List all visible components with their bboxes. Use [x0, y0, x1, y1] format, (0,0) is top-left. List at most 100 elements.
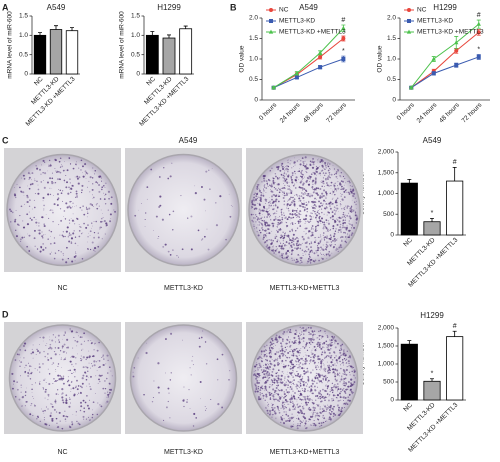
colony	[332, 190, 335, 193]
colony	[258, 218, 261, 221]
colony	[270, 202, 272, 204]
dish	[250, 324, 359, 432]
colony	[304, 193, 307, 195]
colony	[313, 330, 316, 332]
colony	[269, 210, 270, 211]
colony	[265, 245, 268, 248]
colony	[345, 392, 347, 394]
colony	[298, 255, 300, 257]
colony	[49, 193, 52, 196]
colony	[340, 229, 342, 231]
colony	[269, 170, 271, 172]
colony	[343, 364, 344, 366]
colony	[349, 388, 352, 391]
colony	[332, 236, 334, 238]
colony	[62, 350, 65, 353]
colony	[229, 370, 231, 372]
colony	[279, 336, 281, 338]
colony	[273, 364, 276, 367]
colony	[198, 337, 201, 339]
colony	[313, 190, 315, 191]
colony	[348, 193, 351, 195]
colony	[335, 199, 338, 202]
colony	[98, 190, 101, 193]
colony	[324, 356, 326, 358]
colony	[341, 236, 344, 238]
colony	[343, 208, 345, 210]
colony	[335, 206, 337, 208]
colony	[84, 371, 87, 374]
colony	[270, 204, 272, 206]
colony	[257, 397, 260, 401]
colony	[292, 202, 294, 204]
colony	[302, 381, 305, 384]
colony	[259, 394, 261, 396]
colony	[102, 184, 105, 187]
colony	[61, 388, 64, 391]
colony	[315, 337, 317, 339]
colony	[307, 375, 310, 378]
colony	[256, 390, 259, 393]
colony	[284, 181, 286, 183]
colony	[59, 171, 62, 174]
legend-label: METTL3-KD +METTL3	[279, 29, 346, 36]
colony	[192, 364, 194, 366]
colony	[275, 334, 278, 337]
colony	[66, 352, 67, 354]
colony	[14, 194, 17, 197]
colony	[330, 229, 332, 231]
colony	[53, 182, 55, 184]
colony	[87, 224, 89, 226]
colony	[65, 202, 68, 205]
colony	[253, 200, 255, 202]
colony	[75, 414, 77, 416]
colony	[91, 376, 92, 378]
colony	[349, 210, 351, 211]
colony	[263, 177, 265, 180]
colony	[257, 217, 260, 220]
colony	[285, 167, 288, 170]
colony	[320, 353, 323, 356]
colony	[260, 356, 262, 359]
colony	[322, 183, 323, 184]
point	[341, 25, 346, 30]
colony	[302, 420, 304, 422]
colony	[305, 253, 307, 255]
colony	[251, 201, 254, 204]
colony	[19, 186, 21, 189]
colony	[44, 409, 46, 412]
colony	[303, 230, 305, 232]
chart-title: H1299	[157, 3, 181, 12]
colony	[303, 347, 306, 349]
colony	[85, 206, 87, 208]
colony	[260, 220, 262, 221]
colony	[54, 182, 57, 184]
colony	[270, 189, 272, 191]
colony	[285, 187, 286, 189]
colony	[277, 178, 279, 180]
colony	[266, 371, 269, 373]
colony	[296, 208, 298, 210]
colony	[338, 355, 341, 359]
colony	[341, 193, 343, 196]
photo-label: METTL3-KD	[164, 285, 203, 292]
colony	[329, 391, 331, 393]
colony	[335, 365, 337, 367]
colony	[89, 176, 92, 179]
colony	[98, 341, 100, 344]
colony	[351, 199, 353, 201]
colony	[314, 348, 317, 351]
colony	[323, 351, 326, 354]
colony	[336, 185, 338, 187]
colony	[49, 242, 52, 245]
colony	[300, 399, 303, 401]
colony	[289, 350, 291, 353]
colony	[308, 258, 310, 260]
colony	[341, 389, 344, 391]
colony	[80, 357, 82, 360]
colony	[303, 250, 306, 253]
colony	[59, 157, 62, 159]
colony	[283, 396, 285, 399]
colony	[284, 396, 286, 398]
colony	[320, 246, 322, 249]
